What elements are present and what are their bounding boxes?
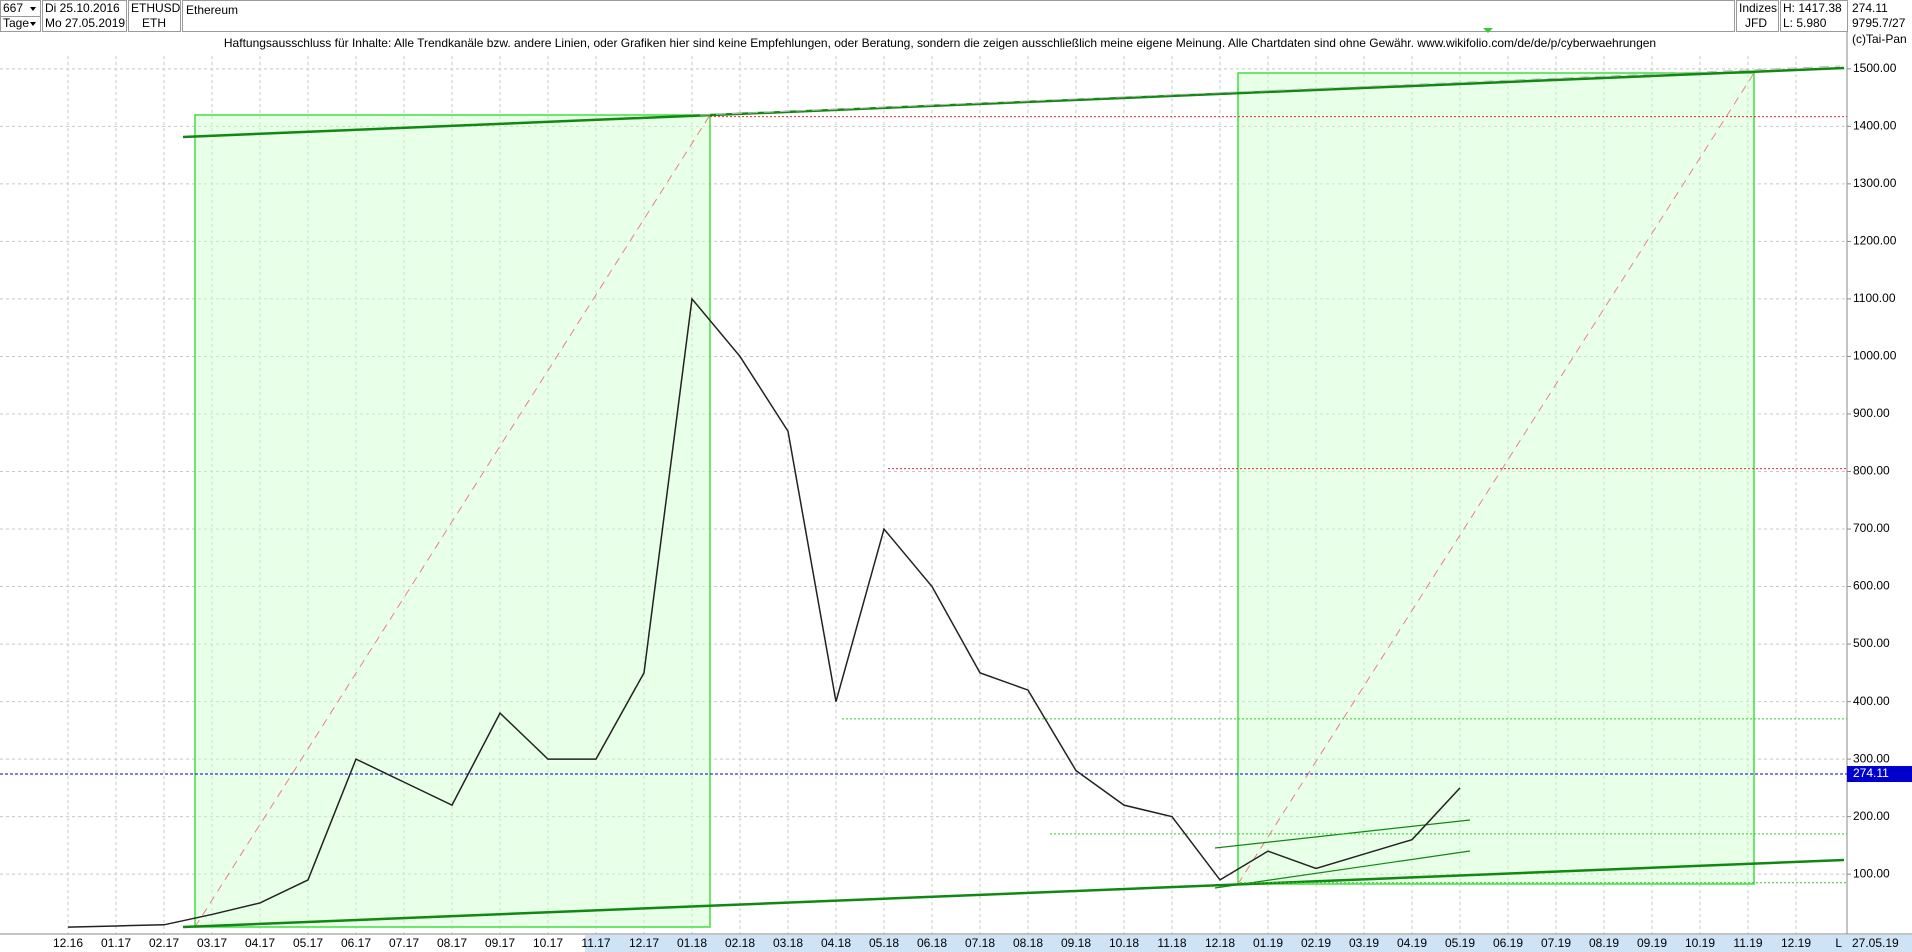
y-tick-label: 800.00 — [1853, 464, 1890, 478]
y-tick-label: 1100.00 — [1853, 291, 1896, 305]
diagonal — [194, 114, 711, 928]
dropdown-arrow — [30, 22, 36, 26]
x-tick-label: 12.17 — [629, 936, 659, 950]
x-tick-label: 12.19 — [1781, 936, 1811, 950]
header-box — [42, 0, 127, 32]
low: L: 5.980 — [1783, 16, 1827, 30]
x-tick-label: 11.17 — [581, 936, 610, 950]
y-tick-label: 1300.00 — [1853, 176, 1897, 190]
disclaimer: Haftungsausschluss für Inhalte: Alle Tre… — [224, 36, 1656, 50]
x-tick-label: 08.18 — [1013, 936, 1043, 950]
x-tick-label: 05.19 — [1445, 936, 1475, 950]
trendline — [182, 66, 1845, 139]
x-tick-label: 12.16 — [53, 936, 83, 950]
last-price-box — [1847, 766, 1912, 783]
x-tick-label: 12.18 — [1205, 936, 1235, 950]
x-tick-label: 01.17 — [101, 936, 131, 950]
y-tick-label: 1400.00 — [1853, 119, 1897, 133]
marker — [1483, 28, 1493, 33]
x-tick-label: 03.18 — [773, 936, 803, 950]
diagonal — [1237, 72, 1755, 885]
y-tick-label: 100.00 — [1853, 866, 1890, 880]
x-tick-label: 09.19 — [1637, 936, 1667, 950]
x-tick-label: 10.19 — [1685, 936, 1715, 950]
range-band — [585, 935, 1847, 952]
y-tick-label: 700.00 — [1853, 521, 1890, 535]
x-tick-label: 07.19 — [1541, 936, 1571, 950]
y-tick-label: 900.00 — [1853, 406, 1890, 420]
interval[interactable]: Tage — [3, 16, 29, 30]
x-tick-label: 03.17 — [197, 936, 227, 950]
high: H: 1417.38 — [1783, 1, 1842, 15]
x-tick-label: 08.17 — [437, 936, 467, 950]
price-line — [67, 297, 1461, 928]
header-box — [1780, 0, 1848, 32]
copyright: (c)Tai-Pan — [1852, 32, 1907, 46]
x-tick-label: 03.19 — [1349, 936, 1379, 950]
trendline — [1214, 850, 1471, 889]
start-date: Di 25.10.2016 — [45, 1, 120, 15]
x-tick-label: 06.18 — [917, 936, 947, 950]
header-box — [1736, 0, 1779, 32]
y-tick-label: 600.00 — [1853, 579, 1890, 593]
x-tick-label: 05.18 — [869, 936, 899, 950]
drawings — [182, 65, 1845, 929]
trendline — [699, 65, 1841, 116]
y-tick-label: 500.00 — [1853, 636, 1890, 650]
y-tick-label: 1000.00 — [1853, 349, 1897, 363]
y-tick-label: 1200.00 — [1853, 234, 1897, 248]
cursor-box — [1847, 935, 1912, 952]
x-tick-label: 01.18 — [677, 936, 707, 950]
corner-label: L — [1835, 936, 1842, 950]
x-tick-label: 02.18 — [725, 936, 755, 950]
x-tick-label: 08.19 — [1589, 936, 1619, 950]
x-tick-label: 02.17 — [149, 936, 179, 950]
x-tick-label: 02.19 — [1301, 936, 1331, 950]
header-box — [128, 0, 181, 32]
x-tick-label: 06.19 — [1493, 936, 1523, 950]
y-tick-label: 1500.00 — [1853, 61, 1897, 75]
x-tick-label: 06.17 — [341, 936, 371, 950]
y-tick-label: 400.00 — [1853, 694, 1890, 708]
x-tick-label: 05.17 — [293, 936, 323, 950]
dropdown-arrow — [30, 7, 36, 11]
x-tick-label: 10.18 — [1109, 936, 1139, 950]
header-box — [182, 0, 1735, 32]
period[interactable]: 667 — [3, 1, 23, 15]
count: 9795.7/27 — [1852, 16, 1906, 30]
instrument-name: Ethereum — [186, 3, 238, 17]
short-name: ETH — [142, 16, 166, 30]
last-price: 274.11 — [1852, 1, 1888, 15]
header-box — [0, 16, 41, 32]
y-tick-label: 300.00 — [1853, 751, 1890, 765]
x-tick-label: 11.19 — [1733, 936, 1762, 950]
x-tick-label: 04.18 — [821, 936, 851, 950]
cursor-date: 27.05.19 — [1852, 936, 1899, 950]
x-tick-label: 04.19 — [1397, 936, 1427, 950]
x-tick-label: 07.18 — [965, 936, 995, 950]
last-price-label: 274.11 — [1853, 766, 1889, 780]
symbol: ETHUSD — [131, 1, 181, 15]
y-tick-label: 200.00 — [1853, 809, 1890, 823]
x-tick-label: 01.19 — [1253, 936, 1283, 950]
end-date: Mo 27.05.2019 — [45, 16, 125, 30]
trendline — [182, 858, 1845, 929]
x-tick-label: 09.18 — [1061, 936, 1091, 950]
x-tick-label: 09.17 — [485, 936, 515, 950]
x-tick-label: 10.17 — [533, 936, 563, 950]
x-tick-label: 07.17 — [389, 936, 419, 950]
x-tick-label: 11.18 — [1157, 936, 1186, 950]
source: JFD — [1745, 16, 1767, 30]
group: Indizes — [1739, 1, 1777, 15]
x-tick-label: 04.17 — [245, 936, 275, 950]
